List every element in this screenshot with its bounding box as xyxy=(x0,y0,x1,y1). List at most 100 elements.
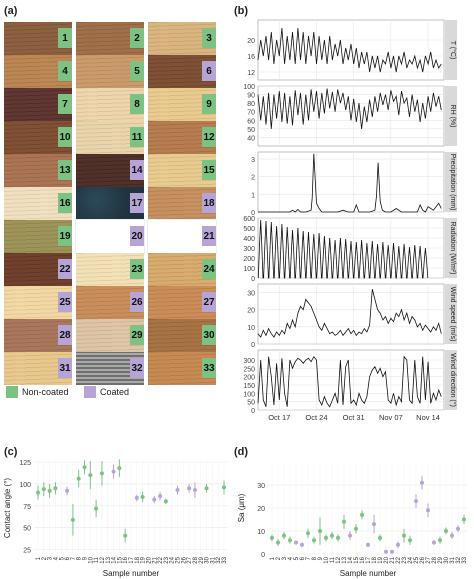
sample-number-badge: 21 xyxy=(202,226,216,246)
x-tick-label: 7 xyxy=(71,556,77,560)
data-point xyxy=(432,540,436,545)
data-point xyxy=(76,476,81,481)
y-tick-label: 3 xyxy=(251,157,255,164)
x-tick-label: 11 xyxy=(94,556,100,563)
x-tick-label: 9 xyxy=(318,556,324,560)
data-point xyxy=(330,533,334,538)
data-point xyxy=(360,512,364,517)
data-point xyxy=(348,533,352,538)
sample-number-badge: 23 xyxy=(130,259,144,279)
data-point xyxy=(318,529,322,533)
y-tick-label: 300 xyxy=(243,358,255,365)
x-tick-label: 15 xyxy=(354,556,360,563)
panel-d-label: (d) xyxy=(234,446,249,458)
sample-tile: 26 xyxy=(76,286,144,319)
sample-tile: 4 xyxy=(4,55,72,88)
data-point xyxy=(123,533,128,538)
sample-tile: 17 xyxy=(76,187,144,220)
data-point xyxy=(140,495,145,500)
sample-tile: 20 xyxy=(75,219,145,254)
facet-label: RH (%) xyxy=(449,105,456,128)
series-line xyxy=(257,289,442,338)
sample-number-badge: 13 xyxy=(58,160,72,180)
sample-tile: 18 xyxy=(148,187,216,220)
data-point xyxy=(294,540,298,545)
data-point xyxy=(324,535,328,540)
sample-tile: 22 xyxy=(4,253,72,286)
wood-sample-grid: 1 2 3 4 5 6 7 8 9 10 11 12 13 14 15 16 17 18 19 20 21 22 23 24 2… xyxy=(4,22,220,386)
plot-frame xyxy=(257,151,445,213)
plot-frame xyxy=(257,85,445,147)
y-tick-label: 100 xyxy=(19,482,31,489)
x-tick-label: 5 xyxy=(59,556,65,560)
sample-tile: 24 xyxy=(148,253,216,286)
x-tick-label: 30 xyxy=(205,556,211,563)
x-tick-label: 22 xyxy=(158,556,164,563)
facet-strip xyxy=(445,350,457,410)
y-tick-label: 0 xyxy=(251,276,255,283)
data-point xyxy=(99,471,104,476)
data-point xyxy=(300,542,304,547)
data-point xyxy=(94,506,99,511)
x-tick-label: 18 xyxy=(135,556,141,563)
sample-number-badge: 10 xyxy=(58,127,72,147)
x-axis-label: Sample number xyxy=(103,569,160,578)
facet-label: T (°C) xyxy=(449,41,457,60)
sample-tile: 5 xyxy=(76,55,144,88)
y-tick-label: 40 xyxy=(247,135,255,142)
sample-tile: 27 xyxy=(148,286,216,319)
x-tick-label: 26 xyxy=(420,556,426,563)
x-tick-label: Oct 17 xyxy=(268,413,290,422)
sample-number-badge: 32 xyxy=(130,358,144,378)
y-tick-label: 400 xyxy=(243,236,255,243)
y-tick-label: 10 xyxy=(257,529,265,536)
x-tick-label: 20 xyxy=(146,556,152,563)
y-tick-label: 600 xyxy=(243,216,255,223)
x-tick-label: 28 xyxy=(432,556,438,563)
sample-number-badge: 31 xyxy=(58,358,72,378)
x-tick-label: 24 xyxy=(408,556,414,563)
y-tick-label: 20 xyxy=(247,308,255,315)
facet-strip xyxy=(445,218,457,278)
x-tick-label: 32 xyxy=(456,556,462,563)
data-point xyxy=(372,522,376,527)
x-tick-label: 13 xyxy=(342,556,348,563)
sample-number-badge: 20 xyxy=(130,226,144,246)
data-point xyxy=(36,490,40,495)
sample-number-badge: 4 xyxy=(58,61,72,81)
y-tick-label: 80 xyxy=(247,101,255,108)
y-tick-label: 100 xyxy=(243,266,255,273)
y-tick-label: 70 xyxy=(247,110,255,117)
sample-tile: 16 xyxy=(4,187,72,220)
data-point xyxy=(462,517,466,522)
sample-number-badge: 17 xyxy=(130,193,144,213)
y-tick-label: 75 xyxy=(23,504,31,511)
x-tick-label: 7 xyxy=(306,556,312,560)
sample-number-badge: 12 xyxy=(202,127,216,147)
y-tick-label: 90 xyxy=(247,93,255,100)
sample-tile: 8 xyxy=(76,88,144,121)
sample-number-badge: 28 xyxy=(58,325,72,345)
x-tick-label: 2 xyxy=(42,556,48,560)
x-tick-label: 3 xyxy=(282,556,288,560)
data-point xyxy=(378,535,382,540)
data-point xyxy=(270,535,274,540)
x-tick-label: 26 xyxy=(181,556,187,563)
coated-swatch xyxy=(84,386,96,398)
data-point xyxy=(282,533,286,538)
sample-tile: 11 xyxy=(76,121,144,154)
x-tick-label: 3 xyxy=(48,556,54,560)
y-tick-label: 0 xyxy=(261,552,265,559)
data-point xyxy=(53,486,58,491)
y-tick-label: 25 xyxy=(23,548,31,555)
y-tick-label: 10 xyxy=(247,325,255,332)
y-tick-label: 200 xyxy=(243,256,255,263)
x-tick-label: 10 xyxy=(88,556,94,563)
facet-label: Precipitation (mm) xyxy=(449,154,456,211)
x-axis-label: Sample number xyxy=(340,569,397,578)
y-tick-label: 125 xyxy=(19,460,31,467)
x-tick-label: 22 xyxy=(396,556,402,563)
x-tick-label: 13 xyxy=(106,556,112,563)
sample-tile: 31 xyxy=(4,352,72,385)
